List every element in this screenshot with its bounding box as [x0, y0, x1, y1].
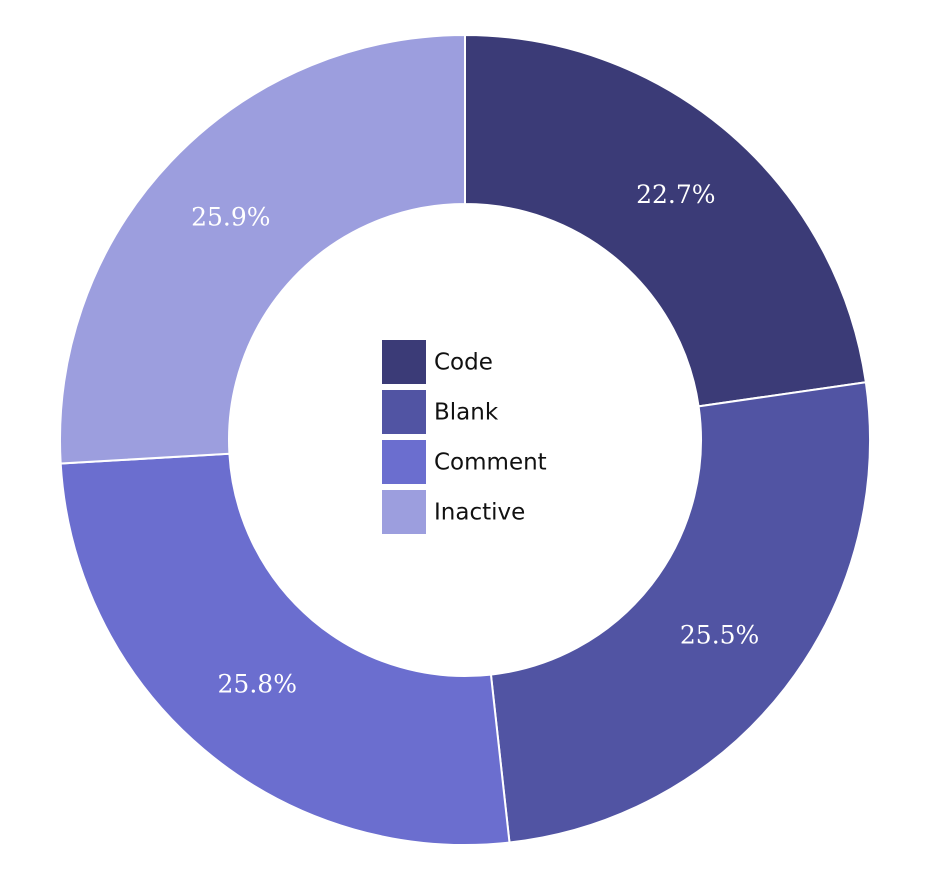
legend-swatch-inactive — [382, 490, 426, 534]
percent-label-code: 22.7% — [636, 180, 715, 209]
slices-group — [59, 33, 871, 846]
legend-swatch-blank — [382, 390, 426, 434]
percent-label-inactive: 25.9% — [191, 203, 270, 232]
legend-label-code: Code — [434, 350, 493, 376]
percent-label-blank: 25.5% — [680, 621, 759, 650]
legend-swatch-code — [382, 340, 426, 384]
slice-blank — [489, 381, 871, 844]
legend: Code Blank Comment Inactive — [382, 340, 547, 534]
legend-label-inactive: Inactive — [434, 500, 525, 526]
slice-code — [464, 33, 867, 408]
legend-swatch-comment — [382, 440, 426, 484]
slice-inactive — [59, 33, 466, 465]
legend-label-blank: Blank — [434, 400, 499, 426]
percent-labels-group: 22.7% 25.5% 25.8% 25.9% — [191, 180, 759, 698]
percent-label-comment: 25.8% — [218, 670, 297, 699]
legend-label-comment: Comment — [434, 450, 547, 476]
slice-comment — [59, 452, 511, 846]
